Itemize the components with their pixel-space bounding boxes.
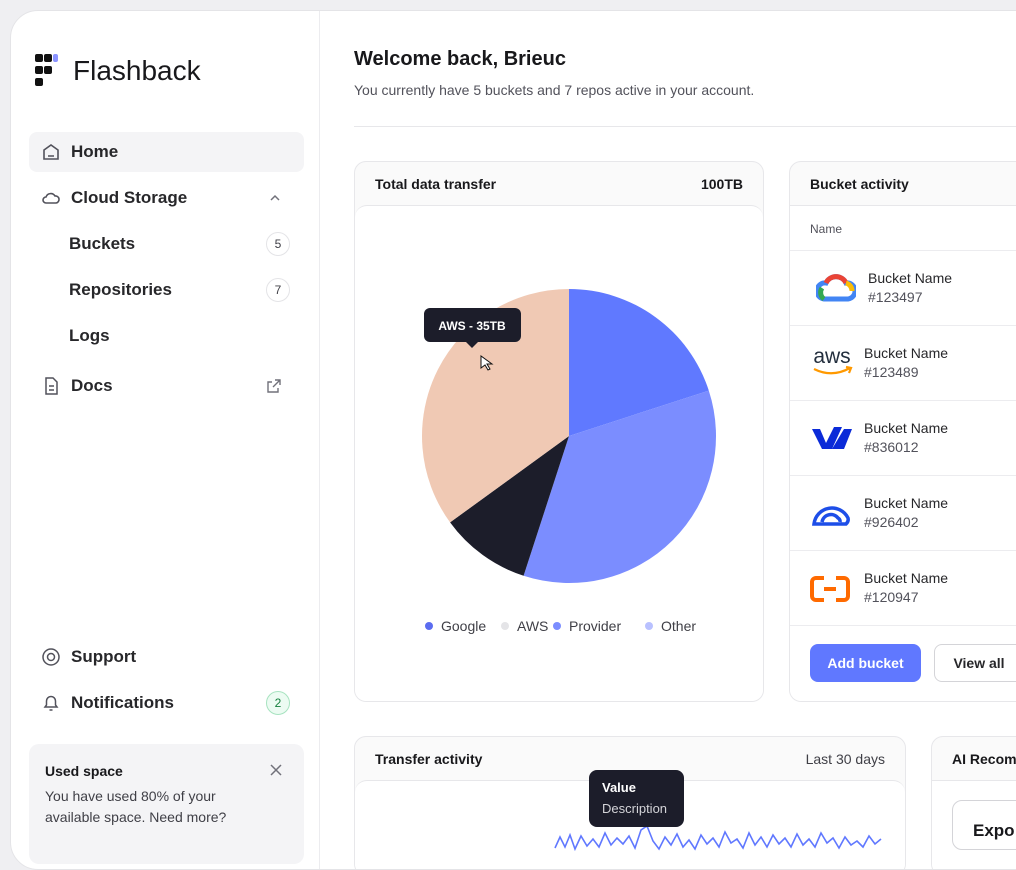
nav-label: Notifications <box>71 693 174 712</box>
bucket-id: #123497 <box>868 289 923 305</box>
bucket-logo <box>812 506 850 526</box>
bucket-logo <box>812 427 852 449</box>
card-total: 100TB <box>700 176 743 192</box>
bucket-name: Bucket Name <box>864 345 949 361</box>
badge: 2 <box>266 691 290 715</box>
icon <box>42 648 60 666</box>
nav-item[interactable]: Buckets 5 <box>29 224 304 264</box>
card-title: AI Recom <box>952 751 1016 767</box>
close-button[interactable] <box>269 763 283 777</box>
logo <box>35 54 58 86</box>
bucket-id: #836012 <box>864 439 919 455</box>
legend-dot <box>425 622 433 630</box>
nav-item[interactable]: Home <box>29 132 304 172</box>
cursor <box>480 355 494 371</box>
bucket-name: Bucket Name <box>864 495 949 511</box>
bucket-row[interactable]: Bucket Name #120947 <box>790 550 1016 625</box>
legend-dot <box>553 622 561 630</box>
nav-item[interactable]: Docs <box>29 366 304 406</box>
divider <box>354 126 1016 127</box>
card-text: You have used 80% of your available spac… <box>45 788 227 825</box>
sidebar: Flashback Home Cloud Storage Buckets 5 Re… <box>11 11 320 869</box>
tooltip-title: Value <box>602 780 636 795</box>
view-all-button[interactable]: View all <box>934 644 1016 682</box>
ai-card: AI Recom Expo <box>931 736 1016 869</box>
bucket-id: #120947 <box>864 589 919 605</box>
page: Flashback Home Cloud Storage Buckets 5 Re… <box>10 10 1016 870</box>
bucket-name: Bucket Name <box>864 570 949 586</box>
nav-label: Support <box>71 647 137 666</box>
bucket-row[interactable]: aws Bucket Name #123489 <box>790 325 1016 400</box>
app-frame: Flashback Home Cloud Storage Buckets 5 Re… <box>10 10 1016 870</box>
card-title: Bucket activity <box>810 176 909 192</box>
logo-text: aws <box>813 346 850 368</box>
tooltip-text: AWS - 35TB <box>438 319 506 333</box>
nav-label: Repositories <box>69 280 172 299</box>
pie-slice <box>422 289 569 523</box>
nav-item[interactable]: Repositories 7 <box>29 270 304 310</box>
icon <box>43 695 59 711</box>
icon <box>42 192 60 204</box>
used-space-card: Used space You have used 80% of your ava… <box>29 744 304 864</box>
badge: 7 <box>266 278 290 302</box>
add-bucket-button[interactable]: Add bucket <box>810 644 921 682</box>
tooltip-text: Description <box>602 801 668 816</box>
legend-label: Google <box>441 618 486 634</box>
bucket-row[interactable]: Bucket Name #836012 <box>790 400 1016 475</box>
nav-label: Home <box>71 142 119 161</box>
tooltip: Value Description <box>589 770 684 827</box>
brand: Flashback <box>73 55 201 86</box>
bucket-logo: aws <box>813 346 853 375</box>
tooltip-arrow <box>466 342 478 348</box>
bucket-row[interactable]: Bucket Name #926402 <box>790 475 1016 550</box>
badge: 5 <box>266 232 290 256</box>
bucket-logo <box>810 576 850 602</box>
card-title: Transfer activity <box>375 751 483 767</box>
pie-slice <box>450 436 569 576</box>
icon <box>43 144 59 160</box>
nav-item[interactable]: Logs <box>29 316 304 356</box>
card-title: Total data transfer <box>375 176 497 192</box>
bucket-card: Bucket activity Name Bucket Name #123497 … <box>789 161 1016 702</box>
legend-dot <box>501 622 509 630</box>
bucket-id: #123489 <box>864 364 919 380</box>
nav-item[interactable]: Cloud Storage <box>29 178 304 218</box>
pie-slice <box>523 390 716 583</box>
nav-label: Docs <box>71 376 113 395</box>
legend-label: AWS <box>517 618 548 634</box>
page-subtitle: You currently have 5 buckets and 7 repos… <box>354 82 755 98</box>
external-icon <box>267 379 281 393</box>
bucket-name: Bucket Name <box>868 270 953 286</box>
chevron <box>270 194 280 201</box>
icon <box>45 377 58 395</box>
page-title: Welcome back, Brieuc <box>354 48 566 70</box>
nav-label: Logs <box>69 326 110 345</box>
legend-label: Provider <box>569 618 621 634</box>
nav-item[interactable]: Notifications 2 <box>29 683 304 723</box>
legend-label: Other <box>661 618 696 634</box>
card-range: Last 30 days <box>805 751 885 767</box>
legend-dot <box>645 622 653 630</box>
bucket-logo <box>816 274 856 302</box>
card-body <box>790 205 1016 701</box>
pie-slice <box>569 289 709 436</box>
tooltip-box <box>424 308 521 342</box>
nav-label: Buckets <box>69 234 136 253</box>
bucket-name: Bucket Name <box>864 420 949 436</box>
nav-label: Cloud Storage <box>71 188 188 207</box>
pie-chart: Google AWS Provider Other AWS - 35TB <box>422 289 716 634</box>
button-row <box>790 625 1016 701</box>
bucket-row[interactable]: Bucket Name #123497 <box>790 250 1016 325</box>
export-button[interactable]: Expo <box>952 800 1016 850</box>
bucket-id: #926402 <box>864 514 919 530</box>
card-title: Used space <box>45 763 123 779</box>
nav-item[interactable]: Support <box>29 637 304 677</box>
column-header: Name <box>810 222 843 236</box>
tooltip: AWS - 35TB <box>424 308 521 348</box>
